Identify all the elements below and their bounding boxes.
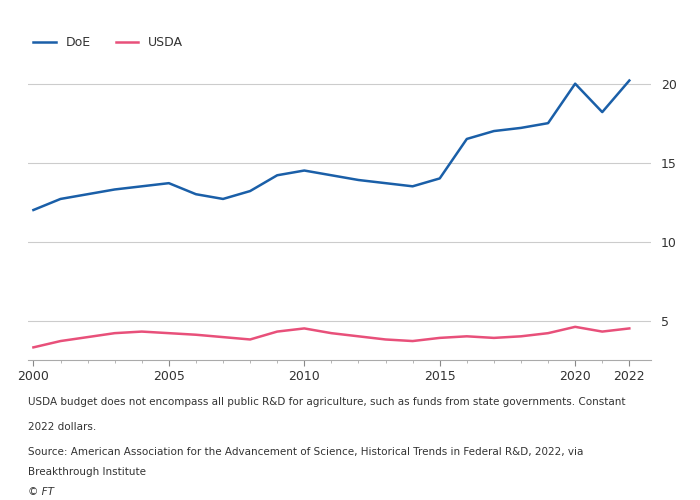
Text: Source: American Association for the Advancement of Science, Historical Trends i: Source: American Association for the Adv… <box>28 447 583 457</box>
Legend: DoE, USDA: DoE, USDA <box>28 31 188 54</box>
Text: © FT: © FT <box>28 487 54 497</box>
Text: 2022 dollars.: 2022 dollars. <box>28 422 97 432</box>
Text: USDA budget does not encompass all public R&D for agriculture, such as funds fro: USDA budget does not encompass all publi… <box>28 397 626 407</box>
Text: Breakthrough Institute: Breakthrough Institute <box>28 467 146 477</box>
